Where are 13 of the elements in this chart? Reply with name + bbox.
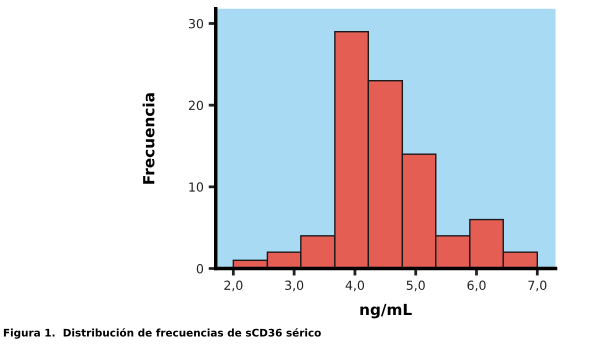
y-axis-title: Frecuencia bbox=[142, 93, 154, 184]
y-tick-label: 30 bbox=[188, 18, 204, 28]
x-tick-label: 6,0 bbox=[467, 280, 486, 292]
x-tick-label: 7,0 bbox=[528, 280, 546, 292]
text: Figura 1. Distribución de frecuencias de sCD36 sérico bbox=[4, 328, 321, 339]
x-axis-title: ng/mL bbox=[360, 304, 412, 318]
y-tick-label: 20 bbox=[188, 100, 204, 110]
x-tick-label: 4,0 bbox=[346, 280, 364, 292]
y-tick-label: 10 bbox=[189, 182, 204, 192]
x-tick-label: 3,0 bbox=[285, 280, 304, 292]
y-tick-label: 0 bbox=[196, 264, 204, 274]
x-tick-label: 5,0 bbox=[406, 280, 425, 292]
x-tick-label: 2,0 bbox=[224, 280, 242, 292]
